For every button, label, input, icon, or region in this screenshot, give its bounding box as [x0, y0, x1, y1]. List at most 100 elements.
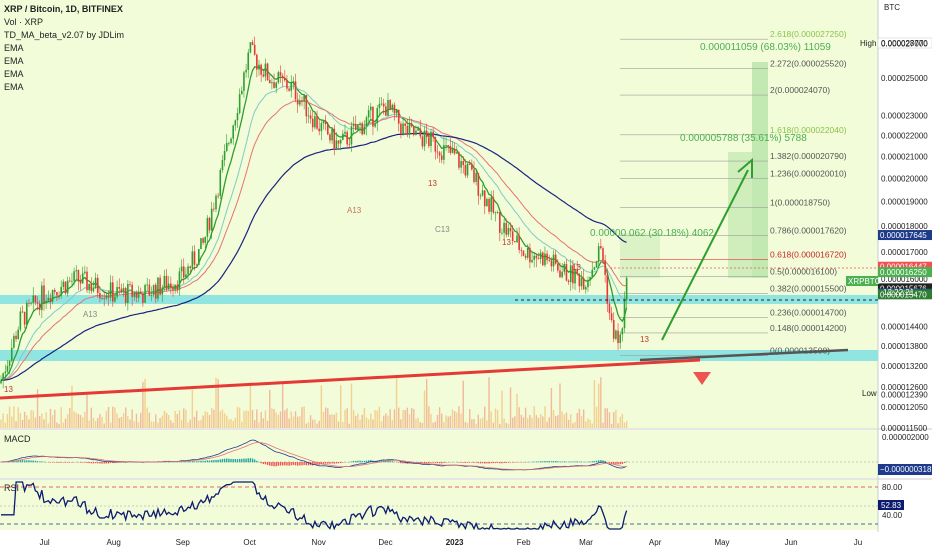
candle: [475, 173, 477, 182]
candle: [230, 138, 232, 143]
candle: [116, 286, 118, 297]
candle: [382, 103, 385, 107]
ema-line: [0, 100, 627, 381]
volume-bar: [621, 413, 624, 428]
ema-line: [0, 132, 627, 381]
candle: [318, 128, 320, 132]
volume-bar: [269, 389, 271, 428]
volume-bar: [531, 417, 533, 428]
volume-bar: [39, 416, 41, 428]
macd-bar: [99, 462, 101, 464]
candle: [395, 109, 398, 114]
candle: [316, 116, 318, 129]
candle: [127, 283, 129, 303]
volume-bar: [103, 423, 105, 428]
header-line-ema1: EMA: [4, 43, 24, 53]
macd-bar: [324, 462, 327, 464]
volume-bar: [367, 419, 370, 428]
macd-bar: [180, 461, 183, 463]
volume-bar: [402, 410, 404, 428]
volume-bar: [11, 416, 13, 428]
candle: [404, 123, 406, 126]
candle: [129, 283, 131, 285]
volume-bar: [456, 412, 458, 428]
fib-label: 0.236(0.000014700): [770, 307, 847, 317]
macd-bar: [436, 462, 439, 464]
price-tick: 0.000019000: [881, 198, 928, 207]
candle: [81, 273, 84, 284]
volume-bar: [591, 423, 593, 428]
candle: [507, 228, 510, 235]
macd-bar: [479, 462, 482, 464]
volume-bar: [471, 419, 473, 428]
candle: [8, 360, 11, 366]
candle: [174, 284, 176, 290]
volume-bar: [254, 420, 256, 428]
candle: [99, 293, 101, 299]
volume-bar: [49, 408, 52, 428]
macd-bar: [595, 460, 598, 463]
candle: [333, 128, 336, 150]
projection-arrow: [661, 169, 749, 341]
support-zone-lower: [0, 350, 878, 361]
macd-bar: [331, 462, 333, 464]
macd-bar: [23, 460, 26, 463]
volume-bar: [512, 417, 514, 428]
volume-bar: [535, 415, 538, 428]
macd-bar: [34, 460, 37, 463]
candle: [71, 280, 73, 282]
volume-bar: [344, 409, 346, 428]
price-tick: 0.000012050: [881, 403, 928, 412]
candle: [449, 145, 452, 153]
volume-bar: [36, 389, 39, 428]
candle: [62, 281, 65, 287]
candle: [122, 288, 125, 293]
volume-bar: [565, 412, 568, 428]
candle: [271, 82, 273, 84]
volume-bar: [477, 414, 479, 428]
symbol-tag: XRPBTC: [848, 277, 881, 286]
volume-bar: [546, 421, 548, 428]
macd-bar: [264, 462, 267, 465]
header-line-td: TD_MA_beta_v2.07 by JDLim: [4, 30, 124, 40]
macd-bar: [337, 462, 340, 464]
measure-small-label: 0.00000 062 (30.18%) 4062: [590, 228, 714, 239]
macd-bar: [314, 462, 316, 465]
macd-bar: [195, 461, 198, 463]
volume-bar: [578, 408, 581, 428]
candle: [589, 276, 591, 281]
macd-bar: [378, 460, 381, 463]
volume-bar: [62, 422, 65, 428]
macd-bar: [434, 462, 436, 463]
candle: [118, 286, 121, 289]
macd-bar: [36, 461, 39, 463]
price-tick: 0.000017000: [881, 248, 928, 257]
volume-bar: [58, 423, 60, 428]
volume-bar: [496, 409, 499, 428]
volume-bar: [161, 415, 163, 428]
candle: [468, 163, 471, 165]
candle: [443, 145, 445, 160]
volume-bar: [172, 422, 174, 428]
macd-bar: [329, 462, 331, 464]
volume-bar: [69, 407, 71, 428]
macd-bar: [421, 462, 424, 464]
rsi-line: [1, 481, 628, 531]
candle: [466, 163, 469, 176]
candle: [378, 103, 381, 109]
candle: [268, 80, 271, 84]
month-tick: Oct: [243, 538, 256, 547]
candle: [279, 72, 282, 76]
macd-bar: [219, 459, 221, 463]
macd-bar: [391, 461, 393, 463]
macd-bar: [565, 461, 568, 463]
macd-bar: [613, 462, 615, 465]
macd-bar: [28, 460, 30, 463]
td-label: A13: [347, 206, 362, 215]
volume-bar: [544, 406, 546, 428]
macd-bar: [101, 462, 103, 464]
macd-bar: [492, 462, 495, 464]
candle: [367, 110, 370, 118]
candle: [49, 297, 52, 302]
